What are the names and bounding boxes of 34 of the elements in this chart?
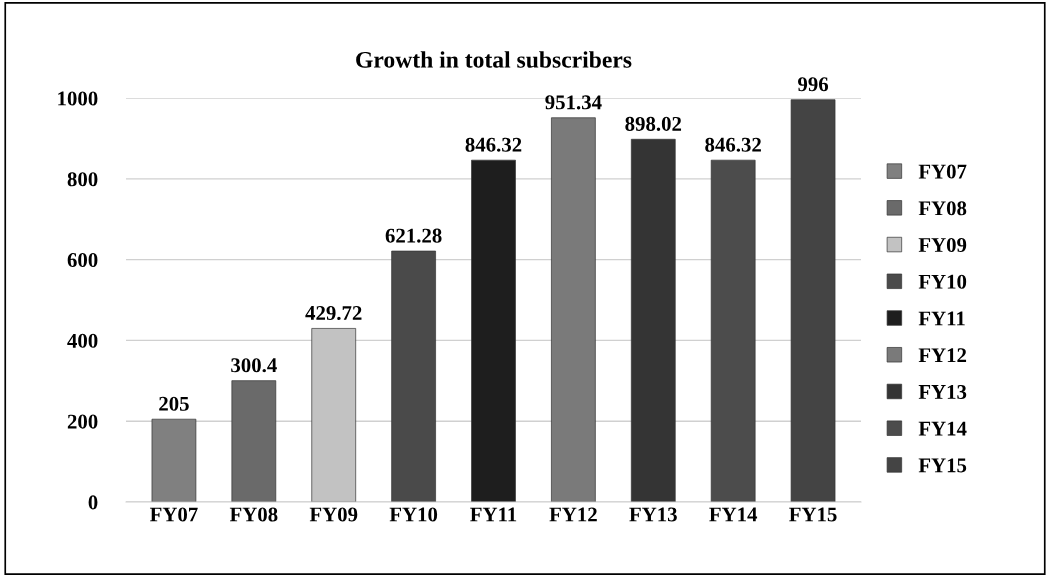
legend-label: FY08 (918, 201, 967, 216)
data-label: 996 (798, 77, 829, 92)
legend-label: FY15 (918, 458, 967, 473)
data-label: 205 (159, 396, 189, 411)
legend-label: FY09 (918, 238, 967, 253)
y-tick-label: 1000 (58, 91, 98, 106)
legend-label: FY10 (918, 274, 967, 289)
legend-label: FY13 (918, 384, 967, 399)
x-tick-label: FY09 (309, 507, 358, 522)
x-tick-label: FY12 (549, 507, 597, 522)
x-tick-label: FY07 (149, 507, 198, 522)
x-tick-label: FY15 (789, 507, 837, 522)
y-tick-label: 200 (67, 414, 98, 429)
y-tick-label: 600 (67, 253, 98, 268)
x-tick-label: FY11 (470, 507, 517, 522)
data-label: 621.28 (385, 228, 442, 243)
x-tick-label: FY08 (229, 507, 278, 522)
data-label: 846.32 (705, 137, 761, 152)
y-tick-label: 800 (67, 172, 98, 187)
data-label: 898.02 (625, 116, 682, 131)
chart-title: Growth in total subscribers (356, 51, 632, 68)
legend-label: FY14 (918, 421, 967, 436)
x-tick-label: FY10 (389, 507, 438, 522)
x-tick-label: FY14 (709, 507, 758, 522)
legend-label: FY11 (918, 311, 965, 326)
data-label: 846.32 (465, 137, 522, 152)
legend-label: FY07 (918, 164, 967, 179)
x-tick-label: FY13 (629, 507, 677, 522)
legend-label: FY12 (918, 348, 967, 363)
y-tick-label: 400 (67, 333, 98, 348)
data-label: 300.4 (231, 358, 277, 373)
data-label: 951.34 (545, 95, 602, 110)
y-tick-label: 0 (88, 495, 98, 510)
data-label: 429.72 (305, 306, 362, 321)
